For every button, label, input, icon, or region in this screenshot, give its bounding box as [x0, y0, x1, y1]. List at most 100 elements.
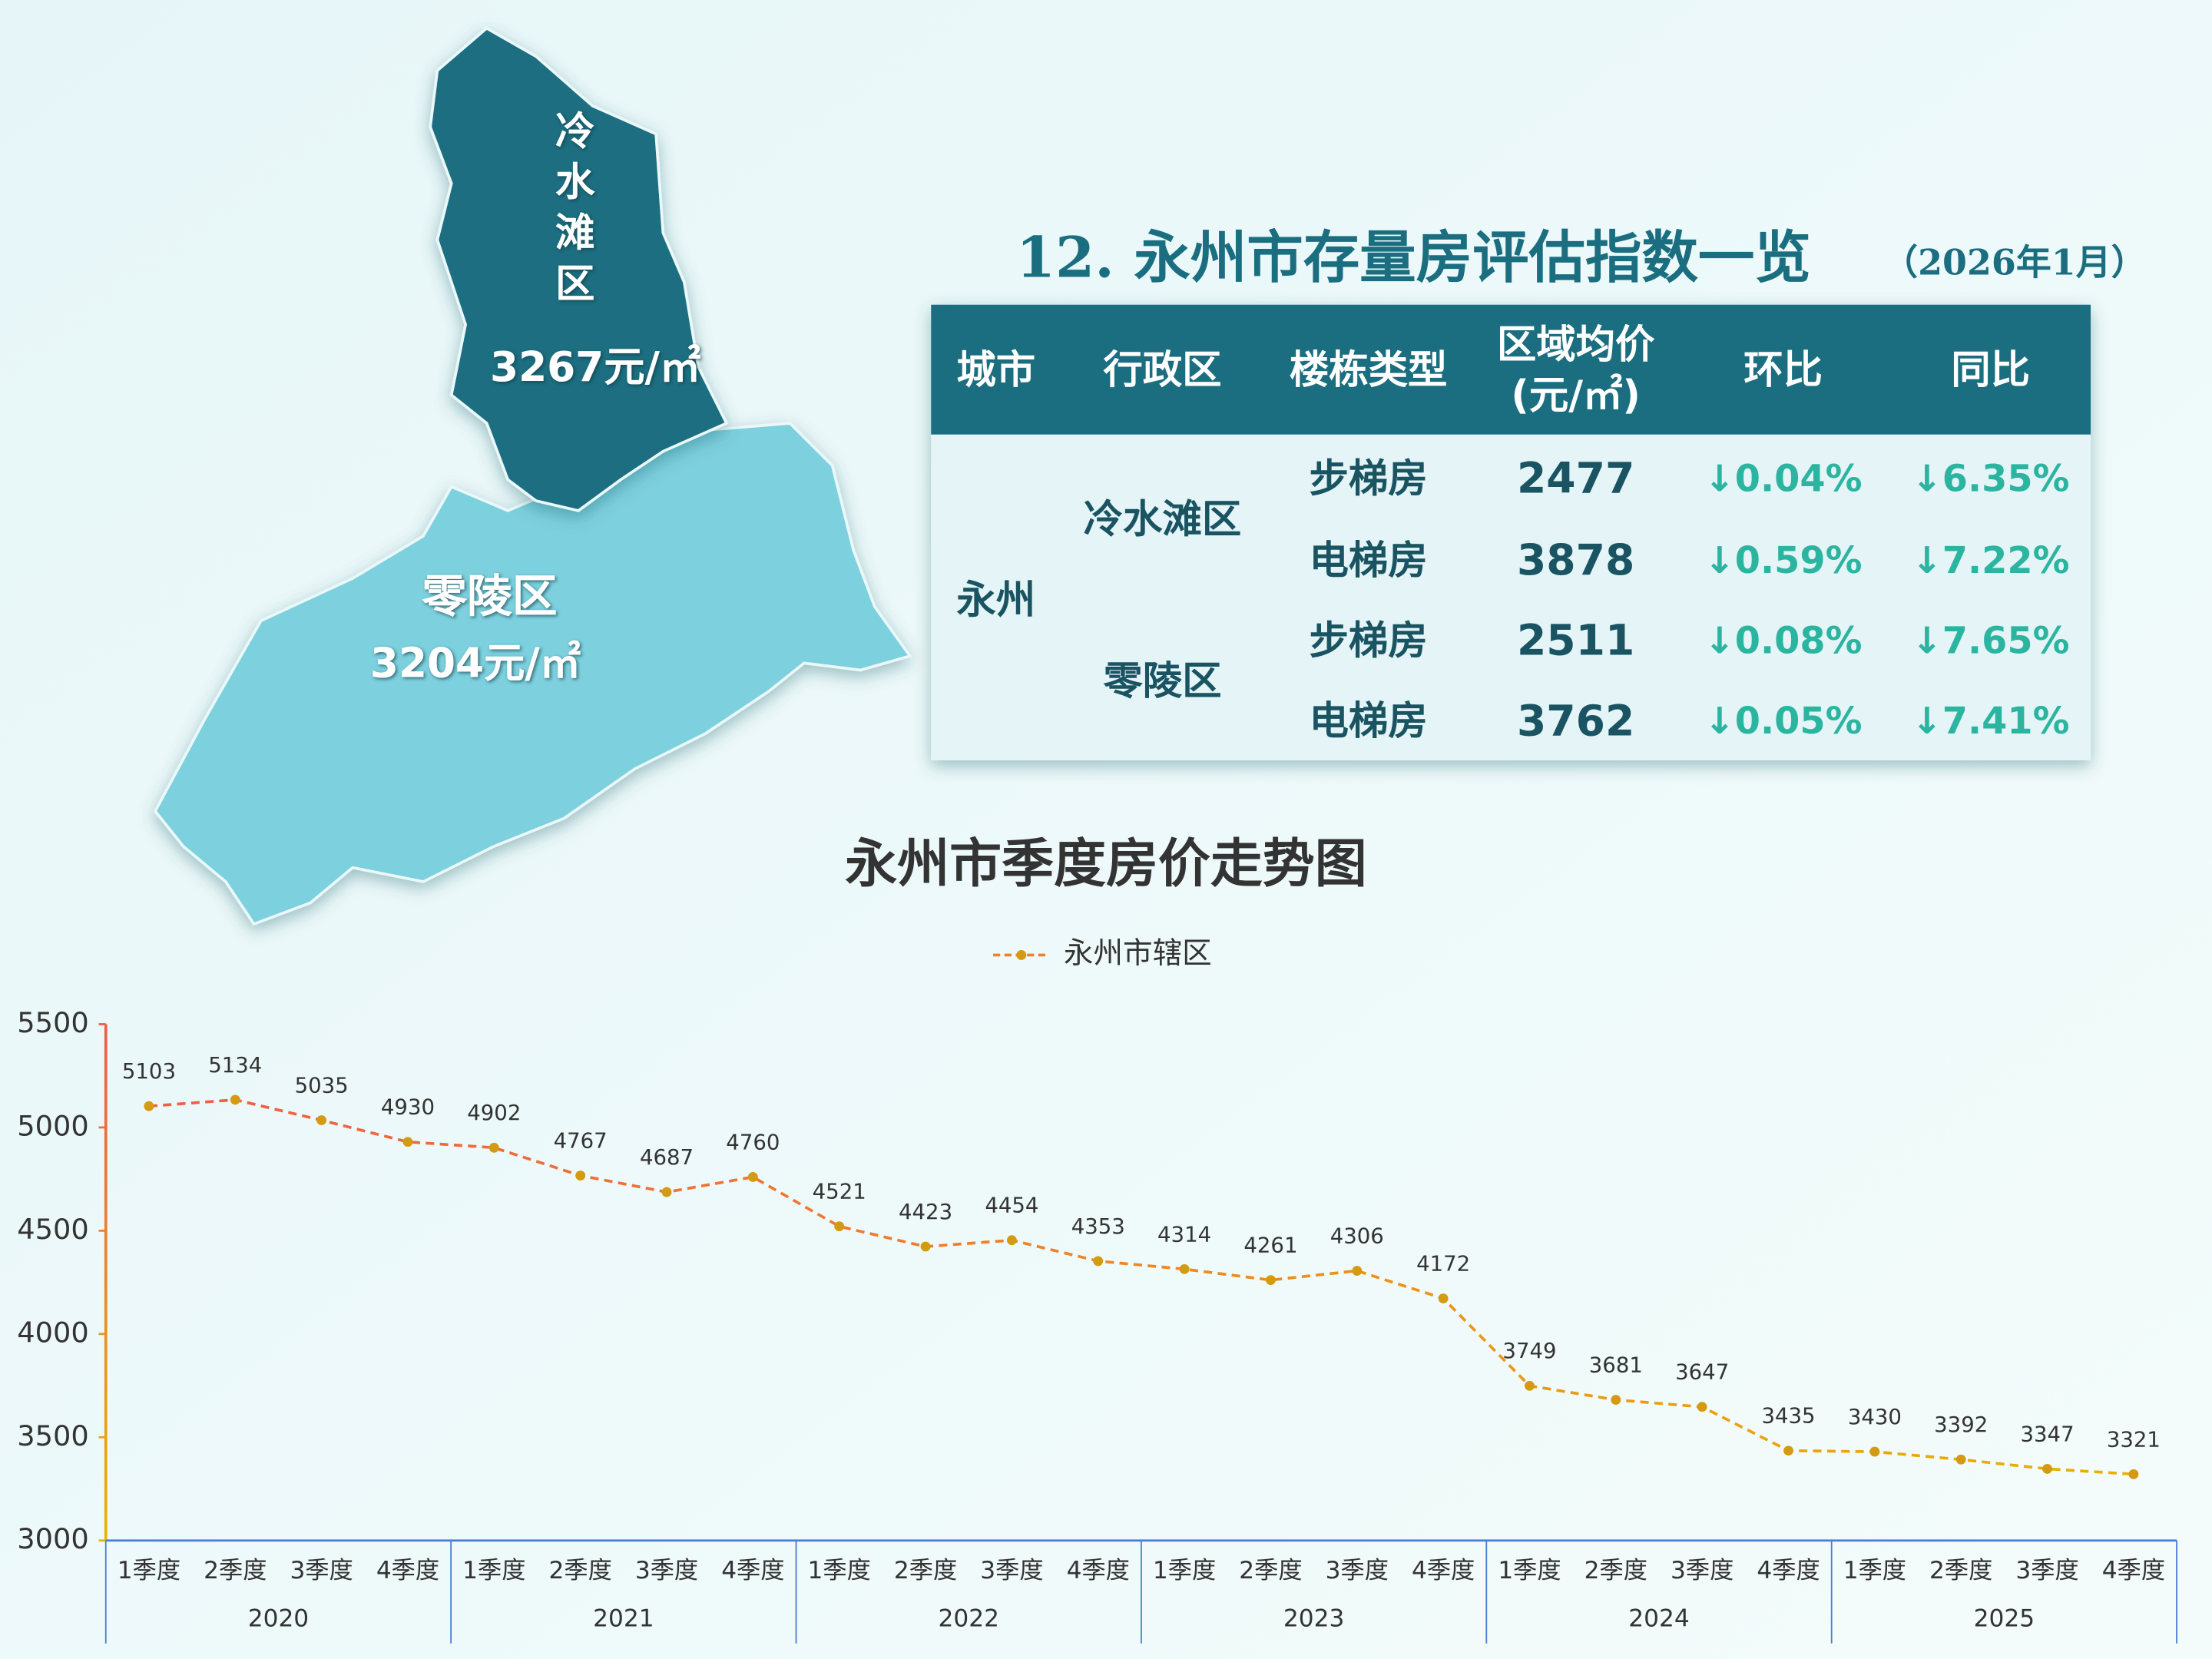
x-tick-label: 3季度: [290, 1557, 353, 1584]
x-tick-label: 2季度: [204, 1557, 267, 1584]
data-point: [834, 1221, 845, 1232]
table-header-cell: 楼栋类型: [1290, 347, 1448, 393]
region-name: 冷水滩区: [548, 110, 594, 313]
data-label: 5134: [208, 1053, 262, 1078]
x-group-label: 2025: [1974, 1605, 2035, 1633]
y-tick-label: 4500: [17, 1213, 88, 1246]
data-point: [1525, 1380, 1535, 1391]
data-label: 4353: [1071, 1214, 1125, 1239]
data-label: 3749: [1502, 1339, 1556, 1363]
x-tick-label: 4季度: [721, 1557, 784, 1584]
table-cell: ↓0.04%: [1704, 458, 1863, 500]
legend-label: 永州市辖区: [1064, 936, 1212, 971]
data-point: [1869, 1446, 1880, 1457]
y-tick-label: 5500: [17, 1006, 88, 1039]
data-label: 4521: [813, 1180, 866, 1204]
table-cell: ↓7.22%: [1912, 540, 2070, 582]
data-label: 3430: [1848, 1405, 1902, 1429]
x-tick-label: 2季度: [1584, 1557, 1647, 1584]
y-tick-label: 3500: [17, 1419, 88, 1452]
region-price: 3204元/㎡: [370, 640, 581, 687]
data-label: 4767: [554, 1128, 608, 1153]
data-point: [230, 1094, 240, 1105]
x-tick-label: 4季度: [2102, 1557, 2165, 1584]
table-cell: ↓0.08%: [1704, 621, 1863, 663]
data-label: 3392: [1934, 1412, 1988, 1437]
table-cell: ↓6.35%: [1912, 458, 2070, 500]
table-cell: ↓7.41%: [1912, 700, 2070, 743]
data-label: 3435: [1761, 1404, 1815, 1429]
data-point: [747, 1172, 758, 1182]
data-point: [661, 1187, 672, 1197]
data-label: 4454: [985, 1194, 1038, 1218]
x-tick-label: 4季度: [1757, 1557, 1820, 1584]
data-label: 4172: [1416, 1251, 1470, 1276]
region-price: 3267元/㎡: [490, 343, 700, 391]
data-point: [488, 1142, 499, 1153]
map-region: [153, 422, 912, 926]
table-header-cell: 城市: [956, 347, 1035, 393]
table-header-cell: 行政区: [1103, 347, 1221, 393]
table-cell: 2477: [1517, 453, 1634, 502]
x-group-label: 2022: [938, 1605, 998, 1633]
data-label: 4687: [640, 1145, 694, 1170]
data-point: [2042, 1463, 2052, 1474]
x-tick-label: 3季度: [980, 1557, 1043, 1584]
table-cell: 3762: [1517, 696, 1634, 745]
x-tick-label: 4季度: [1412, 1557, 1475, 1584]
x-tick-label: 1季度: [1153, 1557, 1216, 1584]
table-header-cell: 环比: [1743, 347, 1823, 393]
x-group-label: 2023: [1283, 1605, 1344, 1633]
x-tick-label: 3季度: [1671, 1557, 1734, 1584]
table-header-cell: (元/㎡): [1511, 373, 1641, 419]
data-label: 4760: [726, 1130, 780, 1154]
data-label: 4902: [467, 1101, 521, 1125]
data-label: 5035: [295, 1073, 349, 1098]
table-cell: 冷水滩区: [1084, 497, 1242, 543]
y-tick-label: 3000: [17, 1522, 88, 1555]
data-point: [920, 1241, 931, 1252]
data-point: [1352, 1266, 1363, 1276]
x-group-label: 2020: [248, 1605, 309, 1633]
data-point: [1093, 1256, 1104, 1267]
data-point: [1179, 1263, 1190, 1274]
data-point: [1266, 1275, 1276, 1286]
data-label: 4423: [899, 1200, 952, 1224]
y-tick-label: 4000: [17, 1316, 88, 1349]
y-tick-label: 5000: [17, 1109, 88, 1142]
x-group-label: 2021: [593, 1605, 654, 1633]
data-label: 4930: [381, 1095, 435, 1120]
x-tick-label: 2季度: [1239, 1557, 1302, 1584]
table-header: [931, 304, 2091, 435]
data-label: 5103: [122, 1059, 176, 1084]
table-header-cell: 区域均价: [1497, 322, 1655, 368]
x-tick-label: 3季度: [2015, 1557, 2078, 1584]
data-point: [1783, 1445, 1793, 1456]
table-cell: ↓0.05%: [1704, 700, 1863, 743]
data-label: 3321: [2107, 1427, 2161, 1452]
data-label: 3347: [2021, 1422, 2075, 1446]
data-point: [1006, 1235, 1017, 1246]
data-point: [575, 1171, 586, 1181]
data-label: 3647: [1675, 1360, 1729, 1385]
legend-marker: [1016, 950, 1027, 960]
data-label: 4306: [1330, 1224, 1384, 1248]
data-label: 4314: [1157, 1222, 1211, 1247]
table-cell: 3878: [1517, 535, 1634, 584]
data-point: [1955, 1454, 1966, 1465]
x-tick-label: 2季度: [549, 1557, 612, 1584]
table-cell: ↓0.59%: [1704, 540, 1863, 582]
table-subtitle: （2026年1月）: [1883, 241, 2146, 283]
data-point: [316, 1115, 327, 1125]
map-region: [429, 26, 729, 512]
table-cell: 永州: [956, 577, 1035, 623]
data-point: [144, 1101, 154, 1111]
table-cell: 电梯房: [1310, 698, 1428, 744]
x-tick-label: 3季度: [1326, 1557, 1389, 1584]
x-tick-label: 1季度: [118, 1557, 180, 1584]
data-label: 3681: [1589, 1353, 1643, 1378]
x-tick-label: 1季度: [462, 1557, 525, 1584]
